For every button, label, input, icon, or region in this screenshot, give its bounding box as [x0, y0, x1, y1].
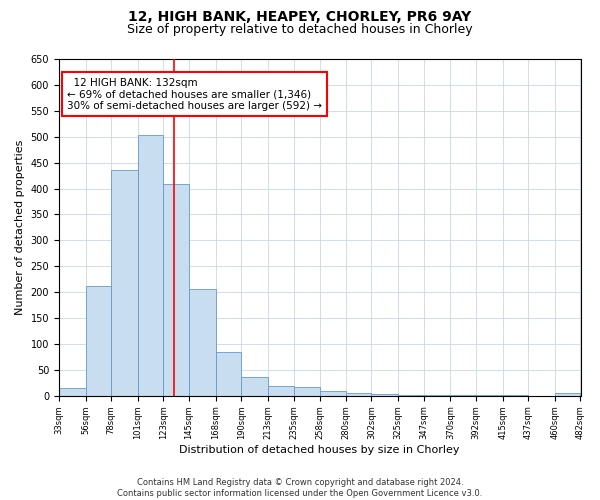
Bar [241, 376, 268, 396]
Text: 12, HIGH BANK, HEAPEY, CHORLEY, PR6 9AY: 12, HIGH BANK, HEAPEY, CHORLEY, PR6 9AY [128, 10, 472, 24]
Bar [346, 394, 371, 396]
Bar [424, 395, 451, 396]
Bar [398, 395, 424, 396]
Bar [293, 386, 320, 396]
Text: 12 HIGH BANK: 132sqm  
← 69% of detached houses are smaller (1,346)
30% of semi-: 12 HIGH BANK: 132sqm ← 69% of detached h… [67, 78, 322, 110]
Bar [451, 395, 476, 396]
Bar [268, 386, 293, 396]
Bar [555, 394, 580, 396]
Bar [138, 135, 163, 396]
Bar [111, 170, 138, 396]
X-axis label: Distribution of detached houses by size in Chorley: Distribution of detached houses by size … [179, 445, 460, 455]
Bar [189, 288, 216, 396]
Y-axis label: Number of detached properties: Number of detached properties [15, 140, 25, 315]
Bar [320, 390, 346, 396]
Text: Size of property relative to detached houses in Chorley: Size of property relative to detached ho… [127, 22, 473, 36]
Bar [86, 286, 111, 396]
Text: Contains HM Land Registry data © Crown copyright and database right 2024.
Contai: Contains HM Land Registry data © Crown c… [118, 478, 482, 498]
Bar [216, 352, 241, 396]
Bar [59, 388, 86, 396]
Bar [371, 394, 398, 396]
Bar [163, 184, 189, 396]
Bar [476, 395, 503, 396]
